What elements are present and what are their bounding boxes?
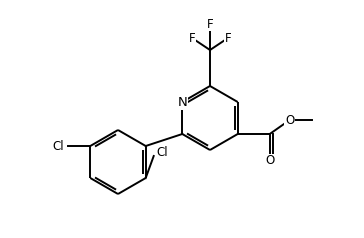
- Text: Cl: Cl: [52, 139, 64, 153]
- Text: Cl: Cl: [156, 145, 167, 159]
- Text: F: F: [189, 31, 195, 45]
- Text: F: F: [207, 18, 213, 30]
- Text: N: N: [177, 95, 187, 109]
- Text: F: F: [225, 31, 231, 45]
- Text: O: O: [265, 154, 274, 168]
- Text: O: O: [285, 114, 294, 127]
